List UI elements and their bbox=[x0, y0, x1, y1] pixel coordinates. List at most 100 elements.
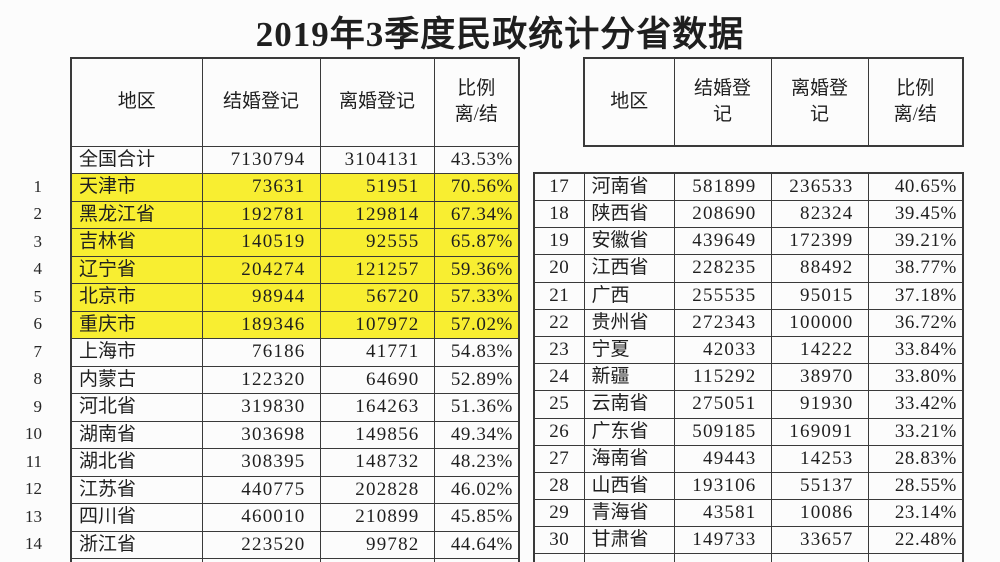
row-number-cell: 25 bbox=[533, 390, 585, 419]
left-col-header-ratio: 比例 离/结 bbox=[433, 57, 520, 147]
right-col-header-divorce: 离婚登 记 bbox=[770, 57, 869, 147]
region-cell: 新疆 bbox=[583, 363, 675, 392]
ratio-cell: 57.33% bbox=[433, 283, 520, 312]
ratio-cell: 48.23% bbox=[433, 448, 520, 477]
marriage-count-cell: 208690 bbox=[673, 199, 772, 229]
empty-cell bbox=[201, 558, 321, 562]
table-row: 北京市 98944 56720 57.33% bbox=[70, 283, 520, 312]
empty-cell bbox=[533, 553, 585, 562]
table-row: 内蒙古 122320 64690 52.89% bbox=[70, 365, 520, 394]
row-number-cell: 21 bbox=[533, 281, 585, 310]
divorce-count-cell: 10086 bbox=[770, 499, 869, 528]
marriage-count-cell: 42033 bbox=[673, 335, 772, 365]
region-cell: 四川省 bbox=[70, 503, 203, 532]
left-row-number-column: 1 2 3 4 5 6 7 8 9 10 11 12 13 14 bbox=[0, 145, 42, 558]
row-number-cell: 28 bbox=[533, 471, 585, 501]
row-number: 1 bbox=[33, 176, 43, 196]
divorce-count-cell: 91930 bbox=[770, 390, 869, 419]
marriage-count-cell: 303698 bbox=[201, 420, 321, 449]
row-number: 3 bbox=[33, 231, 43, 251]
header-label: 结婚登记 bbox=[222, 91, 299, 113]
divorce-count-cell: 121257 bbox=[319, 255, 435, 284]
table-row: 吉林省 140519 92555 65.87% bbox=[70, 228, 520, 257]
ratio-cell: 49.34% bbox=[433, 420, 520, 449]
header-label: 离婚登 记 bbox=[790, 78, 848, 125]
region-cell: 陕西省 bbox=[583, 199, 675, 229]
ratio-cell: 59.36% bbox=[433, 255, 520, 284]
header-label: 离婚登记 bbox=[338, 91, 415, 113]
divorce-count-cell: 236533 bbox=[770, 172, 869, 201]
region-cell: 云南省 bbox=[583, 390, 675, 419]
ratio-cell: 28.83% bbox=[867, 444, 964, 473]
marriage-count-cell: 115292 bbox=[673, 363, 772, 392]
page-title: 2019年3季度民政统计分省数据 bbox=[255, 15, 745, 54]
table-row: 18 陕西省 208690 82324 39.45% bbox=[533, 199, 964, 229]
table-row: 河北省 319830 164263 51.36% bbox=[70, 393, 520, 422]
divorce-count-cell: 99782 bbox=[319, 530, 435, 559]
ratio-cell: 51.36% bbox=[433, 393, 520, 422]
left-col-header-marriage: 结婚登记 bbox=[201, 57, 321, 147]
divorce-count-cell: 14253 bbox=[770, 444, 869, 473]
divorce-count-cell: 164263 bbox=[319, 393, 435, 422]
row-number: 5 bbox=[33, 286, 43, 306]
region-cell: 湖北省 bbox=[70, 448, 203, 477]
region-cell: 重庆市 bbox=[70, 310, 203, 339]
empty-cell bbox=[583, 553, 675, 562]
divorce-count-cell: 51951 bbox=[319, 173, 435, 202]
ratio-cell: 70.56% bbox=[433, 173, 520, 202]
table-row: 天津市 73631 51951 70.56% bbox=[70, 173, 520, 202]
row-number: 9 bbox=[33, 396, 43, 416]
table-row: 四川省 460010 210899 45.85% bbox=[70, 503, 520, 532]
marriage-count-cell: 122320 bbox=[201, 365, 321, 394]
marriage-count-cell: 440775 bbox=[201, 475, 321, 504]
left-header-row: 地区 结婚登记 离婚登记 比例 离/结 bbox=[70, 57, 520, 147]
region-cell: 北京市 bbox=[70, 283, 203, 312]
empty-cell bbox=[433, 558, 520, 562]
region-cell: 安徽省 bbox=[583, 227, 675, 256]
marriage-count-cell: 7130794 bbox=[201, 145, 321, 174]
empty-cell bbox=[319, 558, 435, 562]
row-number: 6 bbox=[33, 314, 43, 333]
table-row: 浙江省 223520 99782 44.64% bbox=[70, 530, 520, 559]
ratio-cell: 57.02% bbox=[433, 310, 520, 339]
region-cell: 浙江省 bbox=[70, 530, 203, 559]
table-row: 20 江西省 228235 88492 38.77% bbox=[533, 254, 964, 283]
table-row: 重庆市 189346 107972 57.02% bbox=[70, 310, 520, 339]
region-cell: 宁夏 bbox=[583, 335, 675, 365]
clipped-partial-row bbox=[70, 558, 520, 562]
empty-cell bbox=[867, 553, 964, 562]
region-cell: 广西 bbox=[583, 281, 675, 310]
region-cell: 甘肃省 bbox=[583, 526, 675, 555]
marriage-count-cell: 204274 bbox=[201, 255, 321, 284]
table-row: 28 山西省 193106 55137 28.55% bbox=[533, 471, 964, 501]
table-row: 湖北省 308395 148732 48.23% bbox=[70, 448, 520, 477]
marriage-count-cell: 228235 bbox=[673, 254, 772, 283]
divorce-count-cell: 82324 bbox=[770, 199, 869, 229]
marriage-count-cell: 308395 bbox=[201, 448, 321, 477]
row-number: 10 bbox=[25, 424, 42, 443]
ratio-cell: 23.14% bbox=[867, 499, 964, 528]
region-cell: 河北省 bbox=[70, 393, 203, 422]
ratio-cell: 39.45% bbox=[867, 199, 964, 229]
region-cell: 贵州省 bbox=[583, 308, 675, 337]
table-row: 黑龙江省 192781 129814 67.34% bbox=[70, 200, 520, 229]
marriage-count-cell: 275051 bbox=[673, 390, 772, 419]
region-cell: 江苏省 bbox=[70, 475, 203, 504]
divorce-count-cell: 210899 bbox=[319, 503, 435, 532]
row-number-cell: 29 bbox=[533, 499, 585, 528]
right-col-header-marriage: 结婚登 记 bbox=[673, 57, 772, 147]
divorce-count-cell: 149856 bbox=[319, 420, 435, 449]
left-col-header-region: 地区 bbox=[70, 57, 203, 147]
clipped-partial-row bbox=[533, 553, 964, 562]
table-row: 19 安徽省 439649 172399 39.21% bbox=[533, 227, 964, 256]
left-province-table: 地区 结婚登记 离婚登记 比例 离/结 全国合计 7130794 3104131 43… bbox=[70, 57, 520, 562]
divorce-count-cell: 148732 bbox=[319, 448, 435, 477]
ratio-cell: 33.80% bbox=[867, 363, 964, 392]
region-cell: 青海省 bbox=[583, 499, 675, 528]
row-number-cell: 26 bbox=[533, 417, 585, 446]
marriage-count-cell: 98944 bbox=[201, 283, 321, 312]
marriage-count-cell: 193106 bbox=[673, 471, 772, 501]
table-row: 26 广东省 509185 169091 33.21% bbox=[533, 417, 964, 446]
marriage-count-cell: 460010 bbox=[201, 503, 321, 532]
table-row: 上海市 76186 41771 54.83% bbox=[70, 338, 520, 367]
